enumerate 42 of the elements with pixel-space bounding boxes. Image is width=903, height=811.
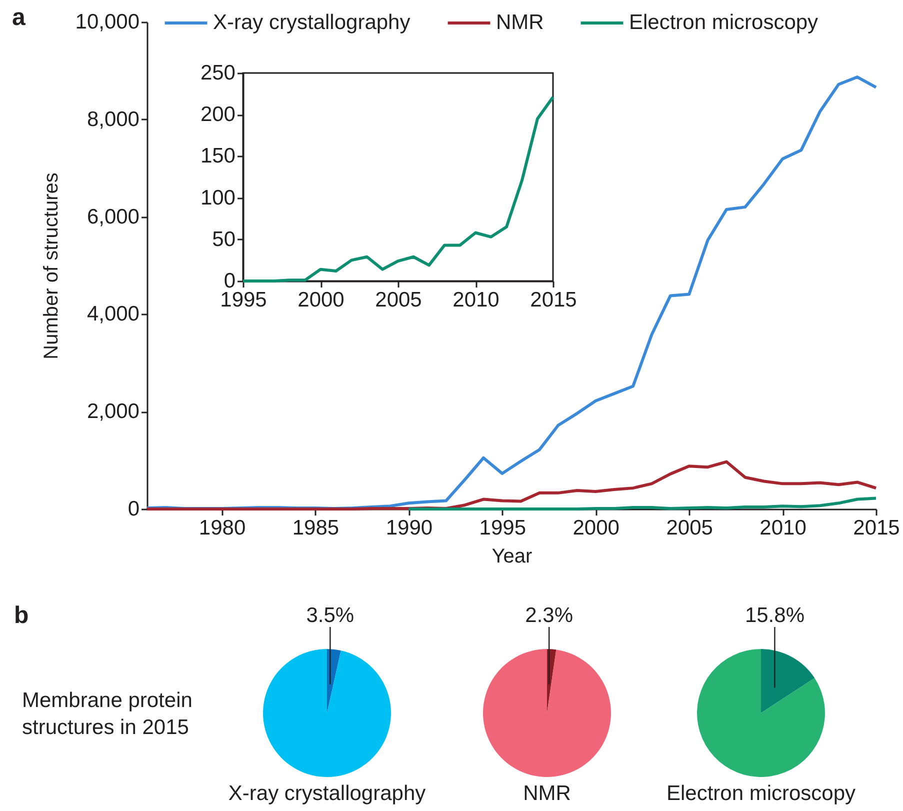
line-series	[407, 496, 878, 510]
data-label: 3.5%	[306, 604, 354, 627]
data-label: 15.8%	[744, 604, 804, 627]
y-tick-label: 2,000	[86, 400, 140, 424]
x-tick-label: 1990	[386, 516, 433, 540]
y-tick-label: 10,000	[75, 10, 140, 34]
text: NMR	[523, 782, 571, 805]
pie-slice	[263, 649, 391, 777]
text: X-ray crystallography	[228, 782, 426, 805]
x-tick-label: 2005	[375, 288, 422, 312]
x-tick-label: 1995	[479, 516, 526, 540]
x-tick-label: 2015	[853, 516, 900, 540]
x-tick-label: 2015	[530, 288, 577, 312]
data-label: 2.3%	[525, 604, 574, 627]
text: b	[14, 602, 29, 629]
x-tick-label: 2005	[666, 516, 713, 540]
y-tick-label: 4,000	[86, 302, 140, 326]
y-tick-label: 50	[212, 228, 236, 251]
y-tick-label: 6,000	[86, 205, 140, 228]
pie-slice	[697, 649, 825, 777]
pie-slice	[761, 649, 815, 713]
y-tick-label: 250	[200, 62, 236, 84]
x-tick-label: 1985	[292, 516, 340, 540]
legend-label: NMR	[496, 11, 544, 34]
legend-label: Electron microscopy	[629, 11, 819, 34]
legend-label: X-ray crystallography	[213, 11, 411, 34]
y-tick-label: 8,000	[86, 108, 140, 131]
x-tick-label: 2000	[572, 516, 620, 540]
y-axis-title: Number of structures	[40, 172, 62, 360]
text: a	[12, 4, 26, 31]
x-tick-label: 2010	[760, 516, 806, 540]
x-tick-label: 2010	[452, 288, 500, 312]
x-axis-title: Year	[492, 546, 533, 568]
y-tick-label: 100	[200, 186, 236, 210]
x-tick-label: 1980	[198, 516, 246, 540]
y-tick-label: 150	[200, 144, 236, 168]
pie-slice	[483, 649, 611, 777]
text: Membrane protein structures in 2015	[22, 689, 192, 739]
text: Electron microscopy	[666, 782, 856, 805]
y-tick-label: 0	[128, 498, 140, 520]
y-tick-label: 200	[200, 103, 236, 126]
x-tick-label: 2000	[298, 288, 344, 312]
